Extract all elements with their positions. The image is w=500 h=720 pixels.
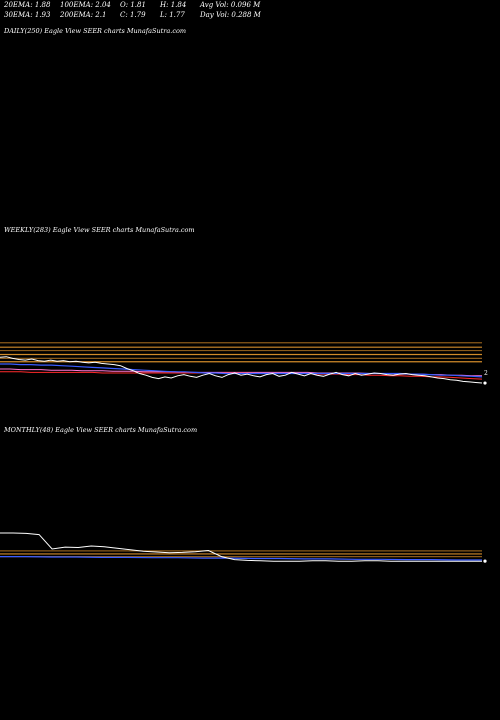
ema20-label: 20EMA: 1.88 (4, 1, 51, 9)
low-label: L: 1.77 (160, 11, 185, 19)
open-label: O: 1.81 (120, 1, 146, 9)
weekly-price-line (0, 356, 483, 384)
monthly-panel-label: MONTHLY(48) Eagle View SEER charts Munaf… (4, 426, 198, 434)
avg-vol-label: Avg Vol: 0.096 M (200, 1, 261, 9)
close-label: C: 1.79 (120, 11, 146, 19)
monthly-ema-blue-line (0, 555, 482, 561)
weekly-last-price-marker (483, 381, 487, 385)
ema200-label: 200EMA: 2.1 (60, 11, 107, 19)
high-label: H: 1.84 (160, 1, 187, 9)
monthly-price-line (0, 532, 482, 562)
ema30-label: 30EMA: 1.93 (4, 11, 51, 19)
day-vol-label: Day Vol: 0.288 M (200, 11, 261, 19)
ema100-label: 100EMA: 2.04 (60, 1, 111, 9)
daily-panel-label: DAILY(250) Eagle View SEER charts Munafa… (4, 27, 187, 35)
weekly-axis-tick-label: 2 (484, 370, 488, 377)
monthly-last-price-marker (483, 559, 487, 563)
weekly-panel-label: WEEKLY(283) Eagle View SEER charts Munaf… (4, 226, 195, 234)
